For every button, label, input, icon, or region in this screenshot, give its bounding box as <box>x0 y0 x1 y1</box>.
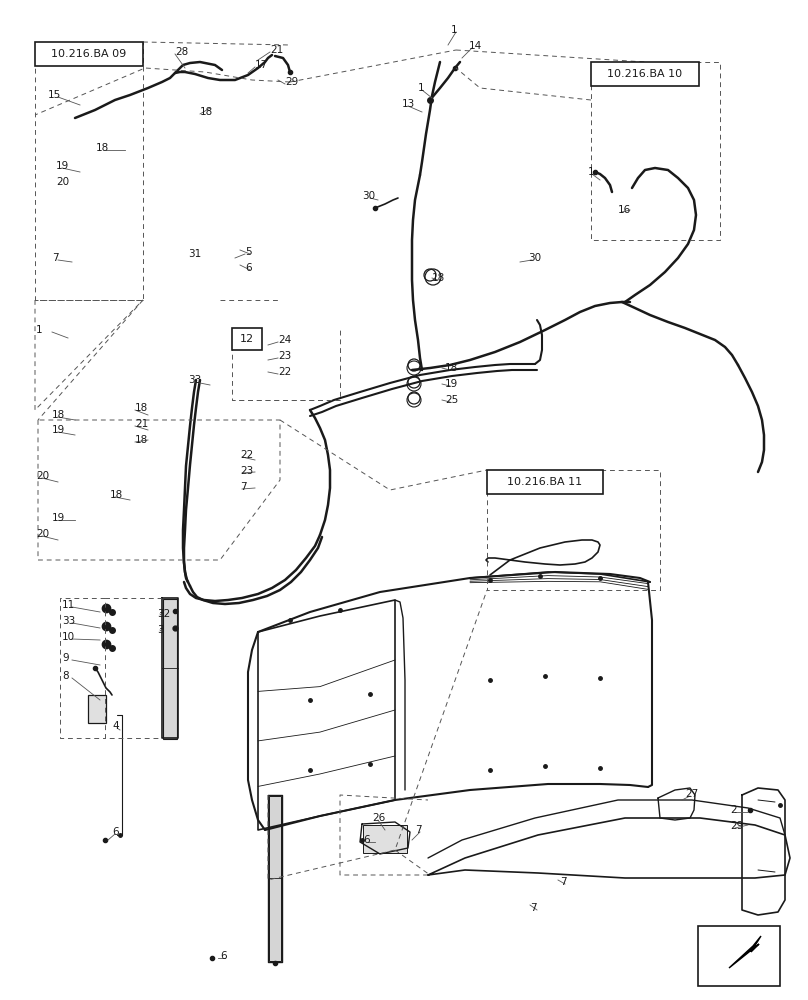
Text: 28: 28 <box>175 47 188 57</box>
Text: 30: 30 <box>528 253 541 263</box>
Text: 7: 7 <box>530 903 537 913</box>
Text: 18: 18 <box>200 107 213 117</box>
Text: 10.216.BA 10: 10.216.BA 10 <box>608 69 683 79</box>
Bar <box>363 825 407 853</box>
Text: 9: 9 <box>62 653 69 663</box>
Text: 6: 6 <box>220 951 226 961</box>
Text: 18: 18 <box>135 435 148 445</box>
Text: 7: 7 <box>240 482 246 492</box>
Text: 13: 13 <box>402 99 415 109</box>
Text: 18: 18 <box>445 363 458 373</box>
Text: 10: 10 <box>62 632 75 642</box>
Text: 21: 21 <box>270 45 284 55</box>
Bar <box>487 470 603 494</box>
Text: 20: 20 <box>36 529 49 539</box>
Text: 22: 22 <box>240 450 253 460</box>
Text: 18: 18 <box>135 403 148 413</box>
Text: 18: 18 <box>432 273 445 283</box>
Text: 10.216.BA 09: 10.216.BA 09 <box>52 49 127 59</box>
Text: 23: 23 <box>278 351 291 361</box>
Text: 1: 1 <box>451 25 457 35</box>
Text: 5: 5 <box>245 247 251 257</box>
Text: 4: 4 <box>112 721 119 731</box>
Bar <box>698 926 780 986</box>
Text: 7: 7 <box>560 877 566 887</box>
Text: 31: 31 <box>188 249 201 259</box>
Bar <box>35 42 143 66</box>
Text: 25: 25 <box>445 395 458 405</box>
Text: 7: 7 <box>415 825 422 835</box>
Text: 22: 22 <box>278 367 291 377</box>
Text: 18: 18 <box>52 410 65 420</box>
Bar <box>88 695 106 723</box>
Text: 19: 19 <box>56 161 69 171</box>
Text: 33: 33 <box>62 616 75 626</box>
Text: 6: 6 <box>363 835 369 845</box>
Text: 32: 32 <box>157 609 170 619</box>
Text: 20: 20 <box>56 177 69 187</box>
Text: 27: 27 <box>685 789 698 799</box>
Text: 18: 18 <box>96 143 109 153</box>
Text: 10.216.BA 11: 10.216.BA 11 <box>507 477 583 487</box>
Text: 29: 29 <box>730 821 743 831</box>
Text: 24: 24 <box>278 335 291 345</box>
Text: 15: 15 <box>48 90 61 100</box>
Text: 26: 26 <box>372 813 385 823</box>
Text: 20: 20 <box>36 471 49 481</box>
Polygon shape <box>729 936 761 968</box>
Text: 11: 11 <box>62 600 75 610</box>
Text: 21: 21 <box>135 419 148 429</box>
Bar <box>163 599 177 739</box>
Text: 1: 1 <box>588 167 595 177</box>
Text: 23: 23 <box>240 466 253 476</box>
Text: 19: 19 <box>445 379 458 389</box>
Text: 19: 19 <box>52 513 65 523</box>
Text: 30: 30 <box>362 191 375 201</box>
Bar <box>232 328 262 350</box>
Text: 18: 18 <box>110 490 124 500</box>
Text: 14: 14 <box>469 41 482 51</box>
Text: 8: 8 <box>62 671 69 681</box>
Text: 17: 17 <box>255 60 268 70</box>
Text: 12: 12 <box>240 334 254 344</box>
Bar <box>269 796 281 961</box>
Text: 19: 19 <box>52 425 65 435</box>
Text: 33: 33 <box>188 375 201 385</box>
Text: 6: 6 <box>112 827 119 837</box>
Text: 1: 1 <box>36 325 43 335</box>
Text: 16: 16 <box>618 205 631 215</box>
Bar <box>591 62 699 86</box>
Text: 3: 3 <box>157 625 164 635</box>
Text: 29: 29 <box>285 77 298 87</box>
Text: 7: 7 <box>52 253 59 263</box>
Text: 6: 6 <box>245 263 251 273</box>
Text: 1: 1 <box>418 83 425 93</box>
Text: 2: 2 <box>730 805 737 815</box>
